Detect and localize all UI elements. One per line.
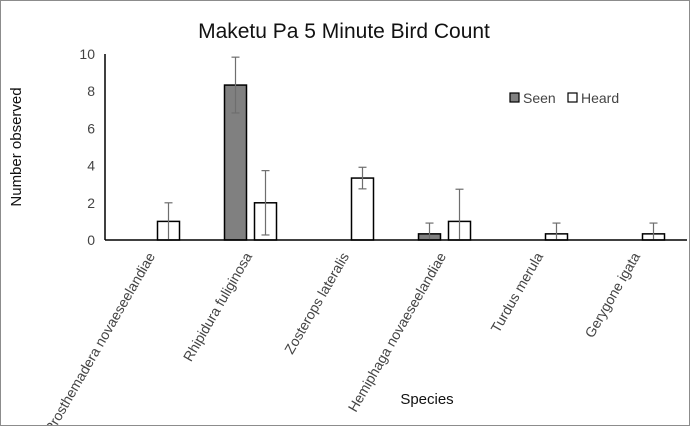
- y-tick-label: 0: [87, 232, 95, 248]
- y-axis-title: Number observed: [8, 87, 25, 206]
- y-tick-label: 6: [87, 120, 95, 136]
- y-tick-label: 8: [87, 83, 95, 99]
- legend-label-heard: Heard: [581, 90, 619, 106]
- chart-title: Maketu Pa 5 Minute Bird Count: [198, 20, 490, 43]
- bars-group: [156, 84, 666, 241]
- category-label: Gerygone igata: [581, 249, 643, 340]
- category-label: Prosthemadera novaeseelandiae: [41, 249, 158, 425]
- y-tick-label: 2: [87, 195, 95, 211]
- legend-label-seen: Seen: [523, 90, 556, 106]
- category-label: Rhipidura fuliginosa: [180, 249, 255, 364]
- category-label: Hemiphaga novaeseelandiae: [345, 249, 450, 414]
- y-axis-ticks: 0 2 4 6 8 10: [79, 46, 95, 248]
- axes-group: [104, 54, 687, 241]
- legend-swatch-seen: [509, 92, 520, 103]
- y-tick-label: 10: [79, 46, 95, 62]
- legend: Seen Heard: [509, 90, 619, 106]
- category-labels: Prosthemadera novaeseelandiae Rhipidura f…: [41, 249, 643, 425]
- legend-swatch-heard: [567, 92, 578, 103]
- x-axis-title: Species: [400, 391, 453, 408]
- y-tick-label: 4: [87, 158, 95, 174]
- category-label: Turdus merula: [487, 249, 546, 335]
- category-label: Zosterops lateralis: [281, 250, 352, 357]
